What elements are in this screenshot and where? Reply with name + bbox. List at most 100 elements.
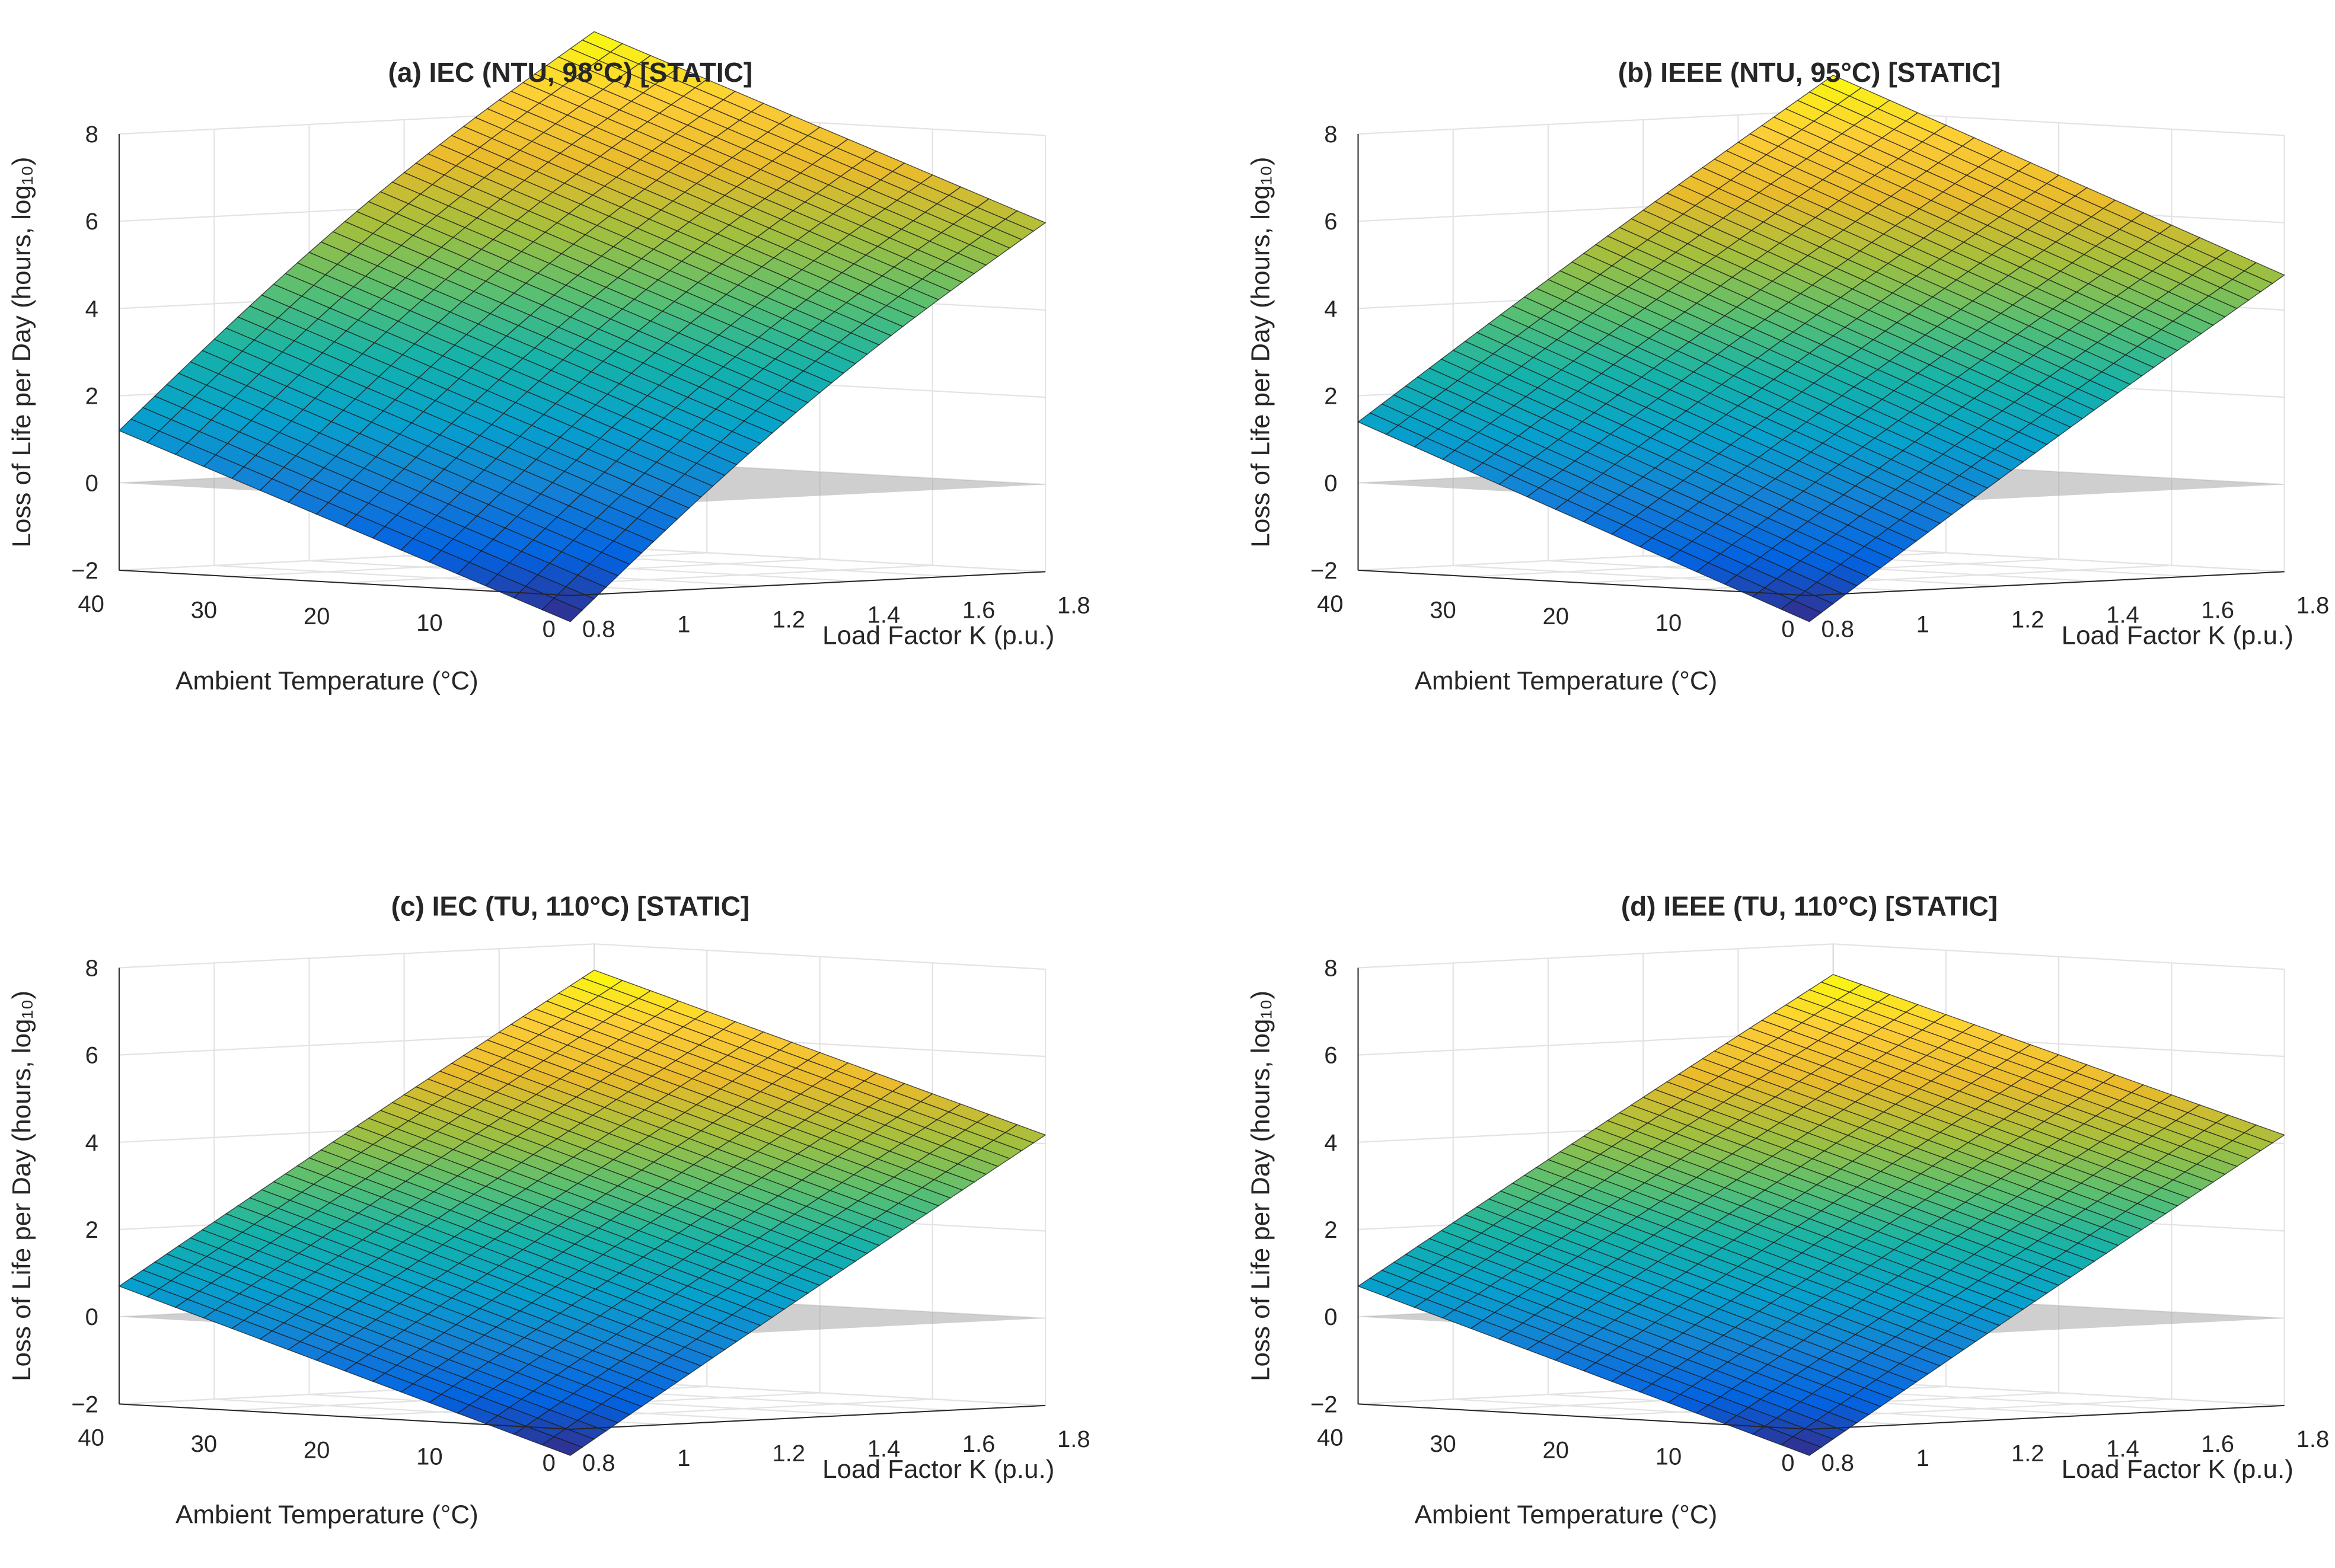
x-tick-label: 1 (1916, 612, 1929, 638)
chart-title: (b) IEEE (NTU, 95°C) [STATIC] (1618, 57, 2001, 88)
x-tick-label: 1.2 (772, 607, 805, 633)
x-tick-label: 1.2 (2011, 607, 2044, 633)
z-tick-label: 2 (85, 1217, 98, 1243)
y-tick-label: 0 (543, 617, 556, 643)
z-tick-label: 4 (85, 1130, 98, 1156)
chart-panel-c: −2 0 2 4 6 8 0 10 20 30 40 0.8 1 1.2 1.4 1.6 1.8 Ambient … (7, 891, 1090, 1529)
axes-lines (118, 967, 1046, 1430)
x-tick-label: 1.6 (962, 1431, 996, 1457)
x-tick-label: 1.2 (772, 1441, 805, 1467)
z-axis-label: Loss of Life per Day (hours, log₁₀) (1246, 991, 1275, 1381)
z-axis-label: Loss of Life per Day (hours, log₁₀) (7, 991, 36, 1381)
y-tick-label: 40 (78, 591, 104, 617)
y-tick-label: 40 (78, 1425, 104, 1451)
chart-panel-d: −2 0 2 4 6 8 0 10 20 30 40 0.8 1 1.2 1.4 1.6 1.8 Ambient … (1246, 891, 2330, 1529)
chart-title: (c) IEC (TU, 110°C) [STATIC] (391, 891, 750, 922)
z-tick-label: −2 (1310, 558, 1338, 584)
x-tick-label: 1.8 (1057, 592, 1090, 618)
z-tick-label: 2 (1324, 384, 1337, 410)
x-tick-label: 1.6 (2201, 1431, 2234, 1457)
y-tick-label: 30 (191, 598, 218, 624)
z-tick-label: 2 (1324, 1217, 1337, 1243)
y-axis-label: Ambient Temperature (°C) (176, 666, 479, 695)
x-axis-label: Load Factor K (p.u.) (822, 621, 1054, 650)
x-tick-label: 1 (677, 612, 690, 638)
x-tick-label: 0.8 (1821, 617, 1854, 643)
z-tick-label: 2 (85, 384, 98, 410)
x-tick-label: 1.4 (867, 1436, 901, 1462)
x-tick-label: 0.8 (1821, 1450, 1854, 1476)
y-tick-label: 30 (1430, 1431, 1456, 1457)
y-tick-label: 20 (304, 603, 330, 630)
z-tick-label: 8 (85, 955, 98, 981)
z-tick-label: −2 (1310, 1391, 1338, 1417)
axes-lines (1357, 967, 2285, 1430)
x-axis-line (570, 1404, 1046, 1430)
surface-patch (1780, 1436, 1823, 1456)
x-tick-label: 1.8 (2296, 1426, 2330, 1452)
z-tick-label: 6 (85, 1043, 98, 1069)
surface-patch (1780, 599, 1822, 622)
surface (1357, 75, 2286, 622)
z-tick-label: 0 (1324, 1304, 1337, 1330)
x-tick-label: 1.6 (962, 597, 996, 623)
y-tick-label: 30 (1430, 598, 1456, 624)
x-axis-label: Load Factor K (p.u.) (822, 1455, 1054, 1484)
z-tick-label: 8 (1324, 955, 1337, 981)
x-tick-label: 1.8 (2296, 592, 2330, 618)
z-gridline (119, 943, 1046, 970)
axes-lines (118, 134, 1046, 596)
y-axis-label: Ambient Temperature (°C) (1415, 1500, 1718, 1529)
x-tick-label: 0.8 (582, 617, 615, 643)
x-axis-label: Load Factor K (p.u.) (2062, 1455, 2293, 1484)
chart-panel-b: −2 0 2 4 6 8 0 10 20 30 40 0.8 1 1.2 1.4 1.6 1.8 Ambient … (1246, 57, 2330, 695)
x-tick-label: 1.4 (2106, 1436, 2139, 1462)
surface (118, 969, 1047, 1456)
surface (118, 31, 1047, 622)
chart-title: (d) IEEE (TU, 110°C) [STATIC] (1621, 891, 1998, 922)
y-tick-label: 10 (1655, 1444, 1682, 1470)
z-tick-label: 8 (85, 122, 98, 148)
z-tick-label: −2 (71, 558, 98, 584)
chart-title: (a) IEC (NTU, 98°C) [STATIC] (388, 57, 753, 88)
x-tick-label: 1.4 (2106, 602, 2139, 628)
surface (1357, 974, 2286, 1456)
y-tick-label: 20 (1542, 603, 1569, 630)
x-tick-label: 1.2 (2011, 1441, 2044, 1467)
z-tick-label: 8 (1324, 122, 1337, 148)
x-axis-line (570, 571, 1046, 596)
x-tick-label: 1.8 (1057, 1426, 1090, 1452)
chart-panel-a: −2 0 2 4 6 8 0 10 20 30 40 0.8 1 1.2 1.4 1.6 1.8 Ambient … (7, 31, 1090, 695)
z-gridline (1358, 943, 2285, 970)
z-tick-label: 0 (85, 471, 98, 497)
surface-patch (541, 598, 583, 622)
x-tick-label: 1 (677, 1445, 690, 1471)
z-tick-label: 6 (1324, 1043, 1337, 1069)
surface-patch (541, 1436, 583, 1456)
x-tick-label: 1.4 (867, 602, 901, 628)
x-axis-line (1809, 1404, 2285, 1430)
z-axis-label: Loss of Life per Day (hours, log₁₀) (1246, 157, 1275, 547)
y-tick-label: 0 (543, 1450, 556, 1476)
y-tick-label: 0 (1781, 617, 1794, 643)
y-tick-label: 40 (1317, 1425, 1344, 1451)
z-tick-label: 4 (1324, 1130, 1337, 1156)
z-tick-label: 4 (85, 296, 98, 322)
y-tick-label: 10 (1655, 610, 1682, 636)
y-tick-label: 10 (416, 1444, 443, 1470)
y-tick-label: 10 (416, 610, 443, 636)
z-tick-label: 6 (85, 209, 98, 235)
x-tick-label: 1.6 (2201, 597, 2234, 623)
z-tick-label: 0 (85, 1304, 98, 1330)
x-tick-label: 1 (1916, 1445, 1929, 1471)
x-axis-line (1809, 571, 2285, 596)
x-tick-label: 0.8 (582, 1450, 615, 1476)
y-axis-line (119, 569, 570, 596)
y-tick-label: 40 (1317, 591, 1344, 617)
z-tick-label: −2 (71, 1391, 98, 1417)
z-tick-label: 4 (1324, 296, 1337, 322)
y-axis-line (1358, 569, 1810, 596)
y-tick-label: 20 (304, 1438, 330, 1464)
y-tick-label: 0 (1781, 1450, 1794, 1476)
